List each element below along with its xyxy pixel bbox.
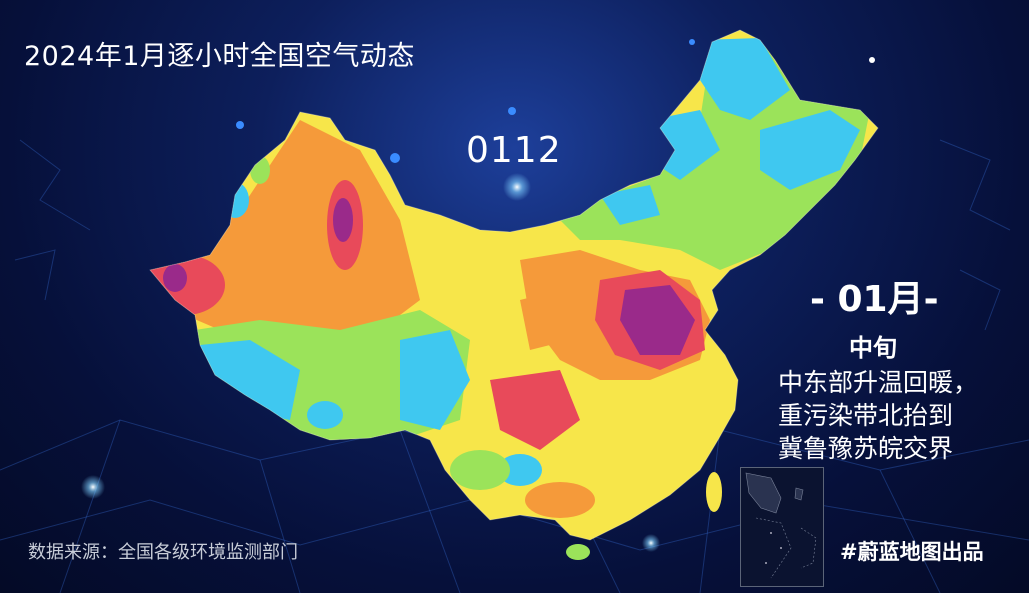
month-label: - 01月- [810, 279, 939, 320]
glow-dots [81, 39, 875, 552]
page-title: 2024年1月逐小时全国空气动态 [24, 41, 415, 72]
caption-line: 冀鲁豫苏皖交界 [778, 434, 954, 463]
data-source-label: 数据来源：全国各级环境监测部门 [28, 542, 298, 563]
china-air-quality-map [150, 30, 878, 540]
caption-line: 重污染带北抬到 [778, 401, 954, 430]
timestamp-label: 0112 [466, 130, 562, 171]
south-china-sea-inset-map [740, 467, 824, 587]
china-outline [149, 29, 879, 541]
hainan-island [566, 544, 590, 560]
brand-label: #蔚蓝地图出品 [840, 540, 984, 564]
caption-line: 中东部升温回暖， [778, 368, 979, 397]
taiwan-island [706, 472, 722, 512]
period-label: 中旬 [849, 334, 897, 362]
caption-description: 中东部升温回暖， 重污染带北抬到 冀鲁豫苏皖交界 [778, 366, 1018, 465]
